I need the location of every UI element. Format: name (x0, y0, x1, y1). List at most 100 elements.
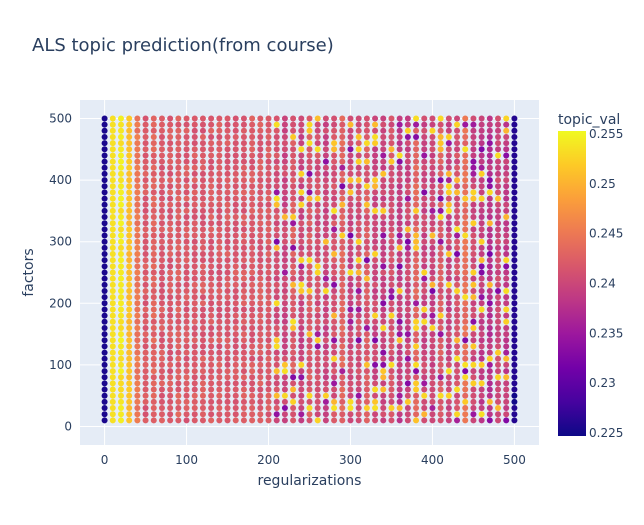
data-point (150, 121, 157, 128)
data-point (142, 300, 149, 307)
data-point (470, 152, 477, 159)
data-point (462, 244, 469, 251)
data-point (199, 170, 206, 177)
data-point (429, 152, 436, 159)
data-point (126, 158, 133, 165)
data-point (495, 281, 502, 288)
data-point (298, 115, 305, 122)
data-point (445, 115, 452, 122)
data-point (331, 417, 338, 424)
data-point (208, 281, 215, 288)
data-point (486, 146, 493, 153)
data-point (290, 398, 297, 405)
y-tick-label: 200 (49, 296, 72, 310)
data-point (249, 115, 256, 122)
data-point (290, 201, 297, 208)
data-point (347, 349, 354, 356)
data-point (208, 306, 215, 313)
data-point (240, 177, 247, 184)
data-point (265, 343, 272, 350)
data-point (331, 232, 338, 239)
data-point (167, 343, 174, 350)
data-point (437, 263, 444, 270)
data-point (232, 257, 239, 264)
data-point (404, 226, 411, 233)
data-point (257, 121, 264, 128)
data-point (265, 220, 272, 227)
data-point (224, 324, 231, 331)
data-point (150, 331, 157, 338)
data-point (404, 411, 411, 418)
data-point (134, 158, 141, 165)
data-point (126, 226, 133, 233)
data-point (445, 411, 452, 418)
data-point (199, 368, 206, 375)
data-point (208, 251, 215, 258)
data-point (363, 392, 370, 399)
data-point (355, 331, 362, 338)
data-point (421, 189, 428, 196)
data-point (421, 263, 428, 270)
data-point (454, 201, 461, 208)
data-point (208, 195, 215, 202)
data-point (232, 312, 239, 319)
data-point (199, 152, 206, 159)
data-point (372, 146, 379, 153)
data-point (150, 164, 157, 171)
data-point (257, 164, 264, 171)
data-point (478, 201, 485, 208)
data-point (331, 226, 338, 233)
data-point (404, 152, 411, 159)
data-point (322, 312, 329, 319)
data-point (347, 115, 354, 122)
data-point (322, 398, 329, 405)
data-point (511, 275, 518, 282)
data-point (257, 361, 264, 368)
data-point (486, 392, 493, 399)
data-point (372, 220, 379, 227)
data-point (339, 152, 346, 159)
data-point (388, 294, 395, 301)
data-point (298, 251, 305, 258)
data-point (249, 411, 256, 418)
data-point (347, 183, 354, 190)
data-point (421, 294, 428, 301)
data-point (454, 386, 461, 393)
data-point (281, 232, 288, 239)
data-point (158, 300, 165, 307)
data-point (281, 189, 288, 196)
data-point (470, 361, 477, 368)
data-point (437, 361, 444, 368)
data-point (470, 312, 477, 319)
data-point (101, 306, 108, 313)
data-point (240, 226, 247, 233)
data-point (363, 337, 370, 344)
data-point (413, 170, 420, 177)
data-point (134, 251, 141, 258)
data-point (478, 232, 485, 239)
data-point (257, 374, 264, 381)
data-point (224, 287, 231, 294)
data-point (363, 115, 370, 122)
data-point (363, 189, 370, 196)
data-point (208, 287, 215, 294)
data-point (290, 115, 297, 122)
data-point (117, 398, 124, 405)
data-point (429, 306, 436, 313)
data-point (109, 121, 116, 128)
data-point (109, 324, 116, 331)
data-point (199, 238, 206, 245)
data-point (404, 349, 411, 356)
data-point (445, 343, 452, 350)
data-point (265, 294, 272, 301)
data-point (462, 164, 469, 171)
data-point (142, 343, 149, 350)
data-point (273, 251, 280, 258)
data-point (257, 140, 264, 147)
data-point (232, 306, 239, 313)
data-point (437, 300, 444, 307)
data-point (142, 257, 149, 264)
data-point (224, 201, 231, 208)
data-point (158, 121, 165, 128)
data-point (454, 417, 461, 424)
